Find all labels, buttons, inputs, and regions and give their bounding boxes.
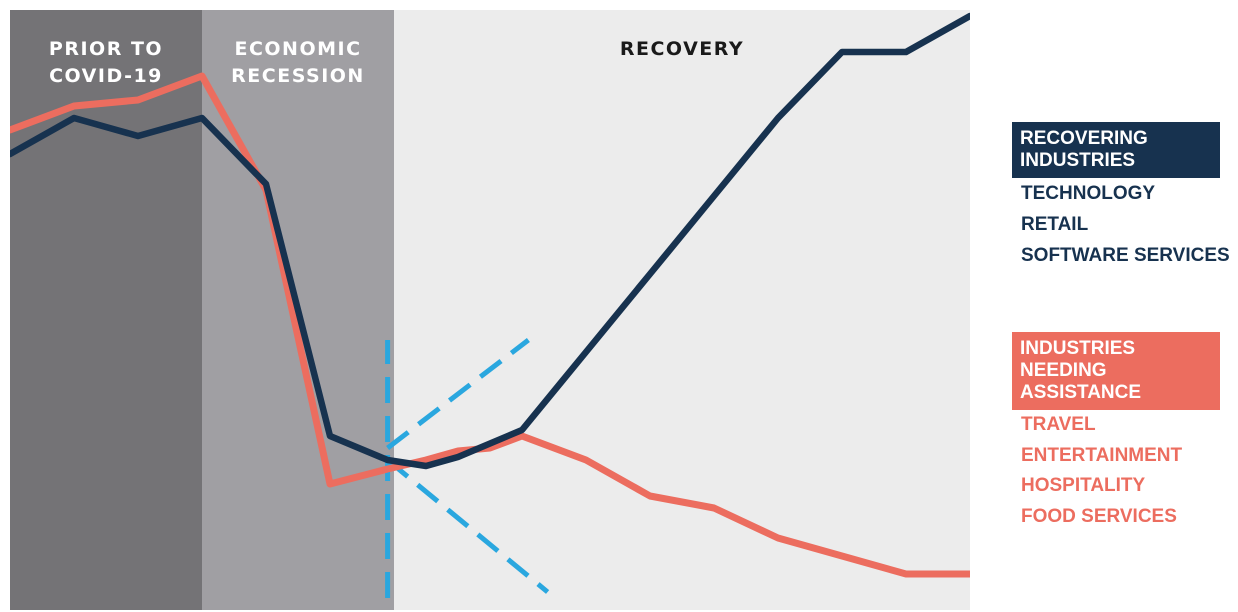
- legend-item-food-services: FOOD SERVICES: [1021, 505, 1177, 527]
- dashed-annotation-1: [386, 338, 530, 450]
- legend-assistance-heading-line: INDUSTRIES NEEDING: [1020, 338, 1136, 381]
- phase-label-1-0: ECONOMIC: [234, 38, 361, 60]
- dashed-annotation-2: [386, 458, 550, 594]
- legend-item-hospitality: HOSPITALITY: [1021, 475, 1146, 496]
- phase-label-0-0: PRIOR TO: [49, 38, 163, 60]
- legend-item-travel: TRAVEL: [1021, 414, 1096, 435]
- legend-assistance-heading-line: ASSISTANCE: [1020, 382, 1142, 403]
- chart: PRIOR TO COVID-19 ECONOMIC RECESSION RECOVER…: [10, 10, 970, 610]
- series-line-recovering: [10, 12, 970, 470]
- legend-recovering-heading: RECOVERING INDUSTRIES: [1012, 122, 1220, 178]
- phase-band-0: [10, 10, 202, 610]
- legend-recovering-heading-line: INDUSTRIES: [1020, 150, 1136, 171]
- phase-label-0-1: COVID-19: [49, 65, 163, 87]
- legend-recovering: RECOVERING INDUSTRIES TECHNOLOGY RETAIL …: [1012, 122, 1230, 271]
- legend-recovering-heading-line: RECOVERING: [1020, 128, 1148, 149]
- series-lines: [10, 12, 970, 578]
- legend-assistance-heading: INDUSTRIES NEEDING ASSISTANCE: [1012, 332, 1220, 410]
- legend-item-software-services: SOFTWARE SERVICES: [1021, 245, 1230, 266]
- legend-item-retail: RETAIL: [1021, 214, 1089, 235]
- legend-assistance: INDUSTRIES NEEDING ASSISTANCE TRAVEL ENT…: [1012, 332, 1220, 532]
- legend-item-technology: TECHNOLOGY: [1021, 183, 1156, 204]
- phase-band-2: [394, 10, 970, 610]
- phase-label-2-0: RECOVERY: [620, 38, 744, 60]
- phase-labels: PRIOR TO COVID-19 ECONOMIC RECESSION RECOVER…: [49, 38, 744, 87]
- phase-backgrounds: [10, 10, 970, 610]
- legend-item-entertainment: ENTERTAINMENT: [1021, 444, 1183, 466]
- phase-label-1-1: RECESSION: [231, 65, 365, 87]
